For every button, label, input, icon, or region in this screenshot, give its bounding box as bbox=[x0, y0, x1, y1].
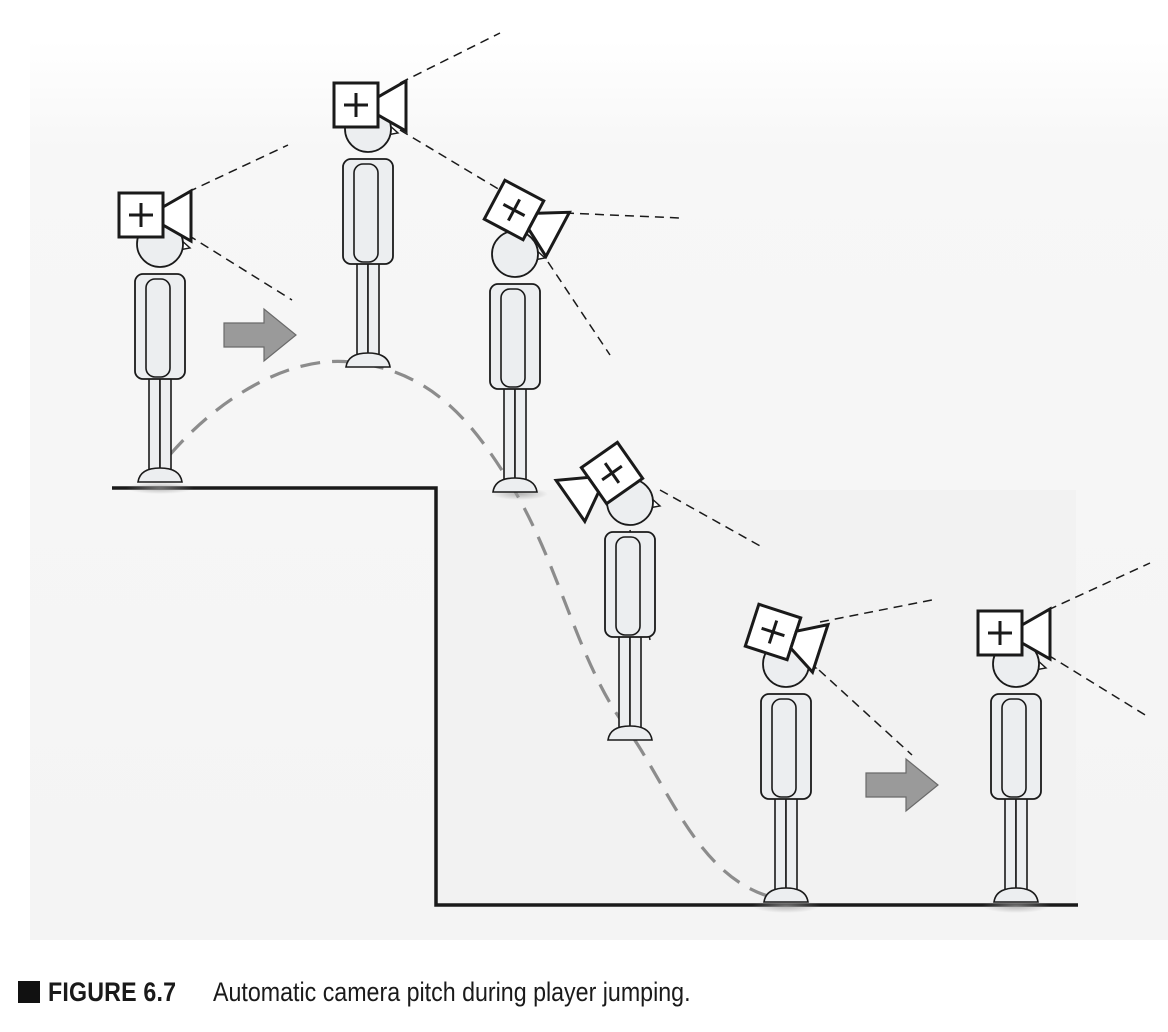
camera-icon bbox=[117, 189, 193, 243]
figure-caption: FIGURE 6.7 Automatic camera pitch during… bbox=[18, 970, 768, 1014]
caption-text: Automatic camera pitch during player jum… bbox=[213, 976, 691, 1007]
view-cone-lines bbox=[187, 32, 1151, 756]
camera-icon bbox=[332, 79, 408, 133]
terrain bbox=[112, 486, 1078, 907]
caption-square-icon bbox=[18, 981, 40, 1003]
camera-icon bbox=[976, 607, 1052, 661]
caption-label: FIGURE 6.7 bbox=[48, 976, 177, 1007]
camera-pitch-diagram bbox=[30, 32, 1168, 940]
